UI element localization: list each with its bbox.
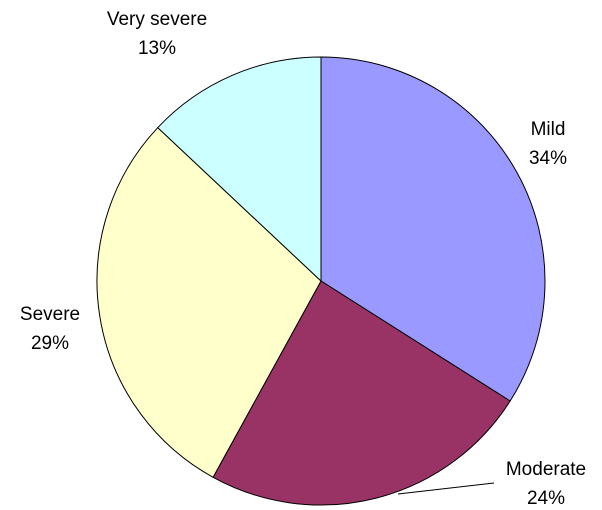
slice-label: Mild bbox=[531, 119, 566, 140]
slice-value-label: 24% bbox=[527, 488, 565, 509]
slice-value-label: 29% bbox=[31, 333, 69, 354]
slice-value-label: 13% bbox=[138, 38, 176, 59]
slice-label: Very severe bbox=[107, 9, 207, 30]
slice-label: Moderate bbox=[506, 459, 586, 480]
slice-value-label: 34% bbox=[529, 148, 567, 169]
leader-line bbox=[397, 482, 495, 495]
pie-slice bbox=[157, 56, 322, 283]
pie-slice bbox=[96, 126, 322, 478]
slice-label: Severe bbox=[20, 304, 80, 325]
pie-slice bbox=[320, 56, 546, 402]
pie-slice bbox=[212, 280, 511, 506]
